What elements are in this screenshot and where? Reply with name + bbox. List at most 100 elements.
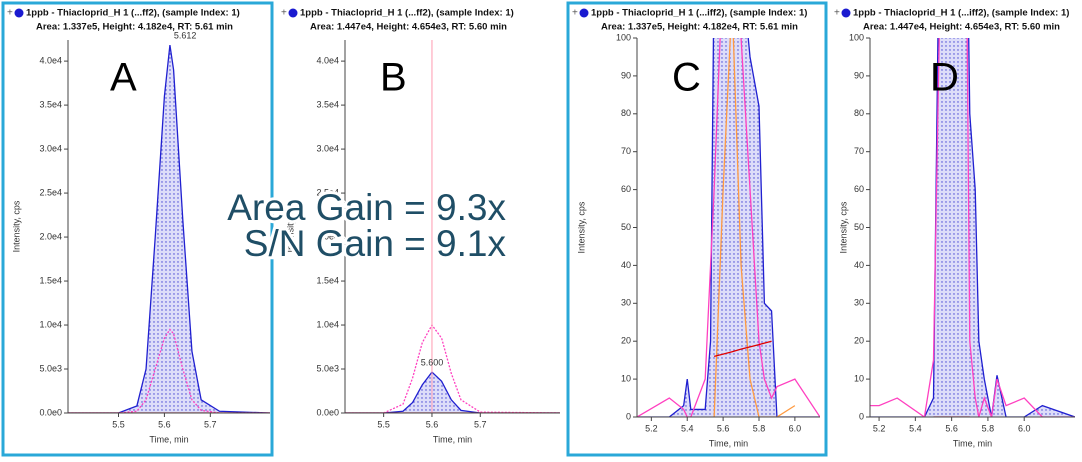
y-tick-label: 4.0e4 — [316, 55, 339, 65]
y-tick-label: 1.5e4 — [316, 275, 339, 285]
peak-fill — [345, 372, 560, 413]
y-tick-label: 2.5e4 — [39, 187, 62, 197]
series-dot — [14, 8, 24, 18]
peak-fill — [68, 45, 270, 413]
y-tick-label: 3.5e4 — [39, 99, 62, 109]
y-tick-label: 100 — [616, 32, 631, 42]
x-tick-label: 5.7 — [474, 419, 487, 429]
y-tick-label: 4.0e4 — [39, 55, 62, 65]
y-tick-label: 40 — [621, 260, 631, 270]
x-tick-label: 5.6 — [158, 419, 171, 429]
expand-icon: + — [7, 8, 13, 19]
panel-letter: C — [672, 56, 701, 100]
panel-letter: B — [380, 56, 407, 100]
x-tick-label: 6.0 — [789, 423, 802, 433]
trace — [68, 328, 270, 413]
y-tick-label: 3.5e4 — [316, 99, 339, 109]
trace — [345, 323, 560, 413]
y-tick-label: 2.0e4 — [316, 231, 339, 241]
y-tick-label: 0.0e0 — [316, 407, 339, 417]
x-tick-label: 5.5 — [377, 419, 390, 429]
x-tick-label: 5.2 — [645, 423, 658, 433]
y-tick-label: 30 — [621, 298, 631, 308]
panel-title: 1ppb - Thiacloprid_H 1 (...iff2), (sampl… — [853, 8, 1069, 19]
y-tick-label: 100 — [849, 32, 864, 42]
y-tick-label: 20 — [854, 336, 864, 346]
y-tick-label: 90 — [854, 70, 864, 80]
overlay-text: Area Gain = 9.3x — [227, 187, 506, 228]
x-tick-label: 5.6 — [426, 419, 439, 429]
panel-title: 1ppb - Thiacloprid_H 1 (...ff2), (sample… — [300, 8, 514, 19]
y-tick-label: 0 — [859, 411, 864, 421]
x-tick-label: 5.6 — [945, 423, 958, 433]
plot — [68, 45, 270, 413]
y-tick-label: 3.0e4 — [39, 143, 62, 153]
trace — [637, 38, 820, 417]
y-tick-label: 20 — [621, 336, 631, 346]
x-tick-label: 5.8 — [753, 423, 766, 433]
x-tick-label: 5.4 — [909, 423, 922, 433]
y-tick-label: 0 — [626, 411, 631, 421]
expand-icon: + — [572, 8, 578, 19]
trace — [870, 38, 1075, 417]
y-tick-label: 1.5e4 — [39, 275, 62, 285]
x-tick-label: 5.7 — [204, 419, 217, 429]
peak-label: 5.600 — [421, 357, 444, 367]
y-tick-label: 2.5e4 — [316, 187, 339, 197]
trace — [713, 340, 772, 357]
trace — [637, 38, 820, 417]
x-tick-label: 5.4 — [681, 423, 694, 433]
trace — [870, 38, 1075, 417]
x-axis-label: Time, min — [709, 438, 748, 448]
x-tick-label: 5.6 — [717, 423, 730, 433]
y-tick-label: 60 — [854, 184, 864, 194]
y-tick-label: 0.0e0 — [39, 407, 62, 417]
y-axis-label: Intensity, cps — [11, 200, 21, 252]
panel-subtitle: Area: 1.447e4, Height: 4.654e3, RT: 5.60… — [863, 22, 1060, 33]
y-tick-label: 5.0e3 — [316, 363, 339, 373]
y-tick-label: 10 — [621, 373, 631, 383]
y-axis-label: Intensity, cps — [285, 200, 295, 252]
y-tick-label: 80 — [854, 108, 864, 118]
series-dot — [288, 8, 298, 18]
expand-icon: + — [281, 8, 287, 19]
y-axis-label: Intensity, cps — [576, 201, 586, 253]
y-tick-label: 30 — [854, 298, 864, 308]
y-tick-label: 5.0e3 — [39, 363, 62, 373]
x-axis-label: Time, min — [149, 434, 188, 444]
y-tick-label: 50 — [621, 222, 631, 232]
highlight-border — [566, 1, 828, 457]
x-axis-label: Time, min — [433, 434, 472, 444]
series-dot — [841, 8, 851, 18]
x-axis-label: Time, min — [953, 438, 992, 448]
x-tick-label: 5.5 — [112, 419, 125, 429]
peak-fill — [637, 38, 820, 417]
y-axis-label: Intensity, cps — [838, 201, 848, 253]
x-tick-label: 5.8 — [982, 423, 995, 433]
x-tick-label: 6.0 — [1018, 423, 1031, 433]
series-dot — [579, 8, 589, 18]
panel-subtitle: Area: 1.447e4, Height: 4.654e3, RT: 5.60… — [310, 22, 507, 33]
expand-icon: + — [834, 8, 840, 19]
peak-label: 5.612 — [174, 30, 197, 40]
overlay-text: S/N Gain = 9.1x — [244, 223, 507, 264]
panel-subtitle: Area: 1.337e5, Height: 4.182e4, RT: 5.61… — [601, 22, 798, 33]
y-tick-label: 2.0e4 — [39, 231, 62, 241]
plot — [345, 323, 560, 413]
y-tick-label: 1.0e4 — [39, 319, 62, 329]
panel-subtitle: Area: 1.337e5, Height: 4.182e4, RT: 5.61… — [36, 22, 233, 33]
trace — [68, 45, 270, 413]
y-tick-label: 10 — [854, 373, 864, 383]
panel-title: 1ppb - Thiacloprid_H 1 (...ff2), (sample… — [26, 8, 240, 19]
y-tick-label: 70 — [854, 146, 864, 156]
panel-letter: A — [110, 56, 137, 100]
y-tick-label: 60 — [621, 184, 631, 194]
y-tick-label: 70 — [621, 146, 631, 156]
y-tick-label: 90 — [621, 70, 631, 80]
panel-title: 1ppb - Thiacloprid_H 1 (...iff2), (sampl… — [591, 8, 807, 19]
peak-fill — [870, 38, 1075, 417]
y-tick-label: 50 — [854, 222, 864, 232]
plot — [870, 38, 1075, 417]
plot — [637, 38, 820, 417]
